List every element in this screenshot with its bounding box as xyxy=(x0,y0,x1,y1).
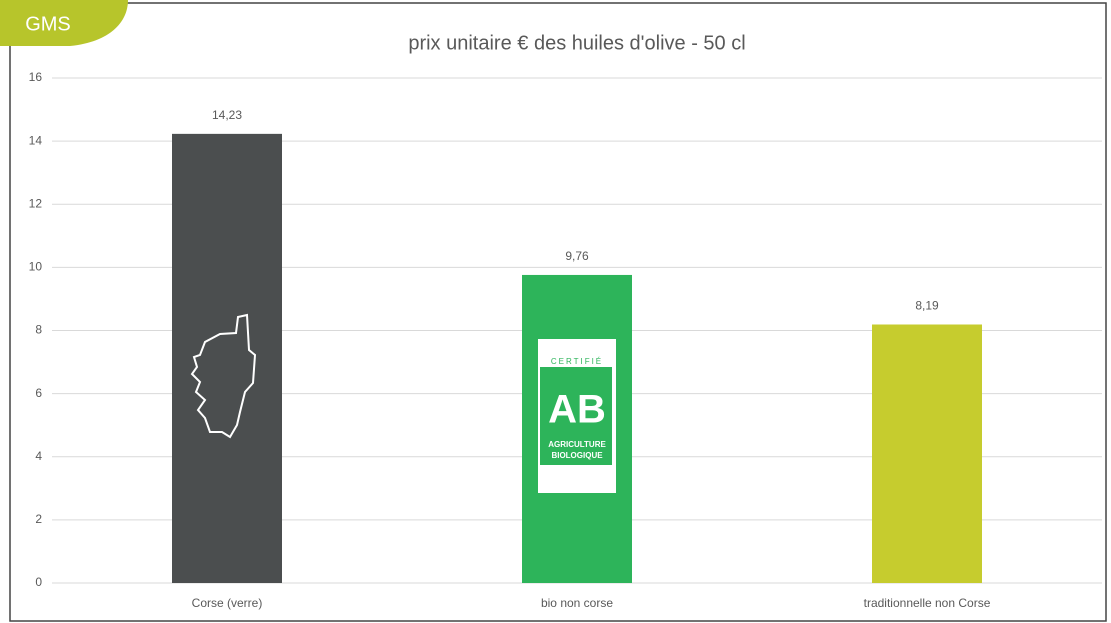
badge: GMS xyxy=(25,13,71,35)
y-tick-label: 0 xyxy=(35,575,42,589)
logo-top: CERTIFIÉ xyxy=(551,357,603,366)
corsica-outline xyxy=(190,313,257,439)
y-tick-label: 10 xyxy=(29,260,43,274)
bar xyxy=(872,324,982,583)
logo-line: AGRICULTURE xyxy=(548,440,606,449)
y-tick-label: 2 xyxy=(35,512,42,526)
x-tick-label: bio non corse xyxy=(541,596,613,610)
bar xyxy=(172,133,282,583)
y-tick-label: 4 xyxy=(35,449,42,463)
logo-mark: AB xyxy=(548,388,606,432)
value-label: 14,23 xyxy=(212,108,242,122)
badge-shape xyxy=(0,0,128,46)
y-tick-label: 16 xyxy=(29,70,43,84)
chart-title: prix unitaire € des huiles d'olive - 50 … xyxy=(408,32,745,54)
y-tick-label: 8 xyxy=(35,323,42,337)
value-label: 8,19 xyxy=(915,299,939,313)
value-label: 9,76 xyxy=(565,249,589,263)
y-tick-label: 6 xyxy=(35,386,42,400)
logo-box xyxy=(540,367,612,465)
y-tick-label: 12 xyxy=(29,196,43,210)
y-tick-label: 14 xyxy=(29,133,43,147)
x-tick-label: traditionnelle non Corse xyxy=(864,596,991,610)
logo-line: BIOLOGIQUE xyxy=(551,451,603,460)
x-tick-label: Corse (verre) xyxy=(192,596,263,610)
ab-logo: CERTIFIÉ AB AGRICULTURE BIOLOGIQUE xyxy=(538,339,616,493)
